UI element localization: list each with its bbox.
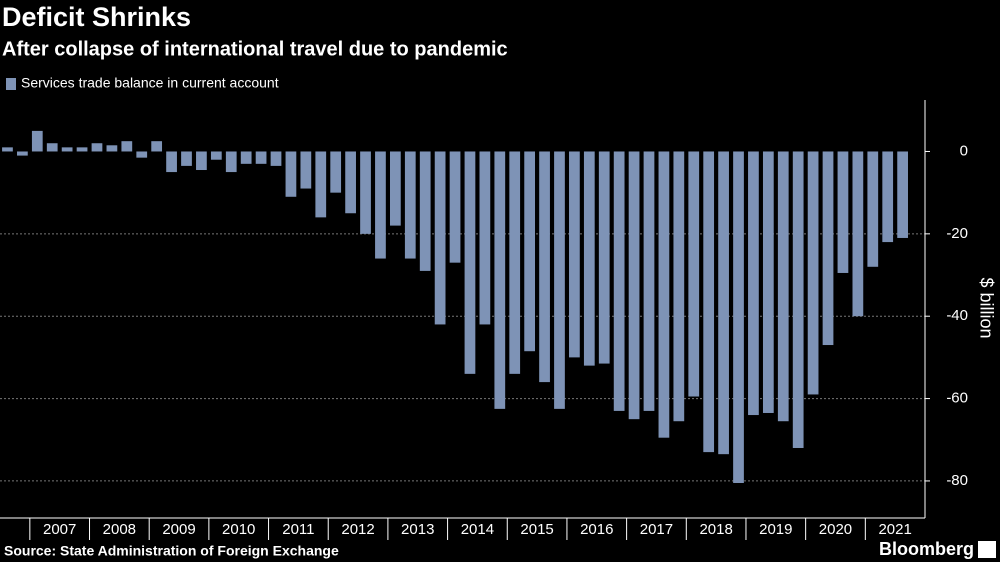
bar xyxy=(181,151,192,166)
bar xyxy=(807,151,819,395)
y-tick-label: -60 xyxy=(946,390,968,407)
chart-title: Deficit Shrinks xyxy=(2,2,191,32)
bar xyxy=(897,151,908,238)
bar xyxy=(658,151,670,438)
bar xyxy=(31,130,43,152)
bar xyxy=(106,145,118,152)
bar xyxy=(196,151,207,171)
bar xyxy=(837,151,849,273)
bar xyxy=(852,151,864,317)
bar xyxy=(360,151,371,234)
bar xyxy=(2,147,13,152)
bar xyxy=(210,151,222,160)
chart-subtitle: After collapse of international travel d… xyxy=(2,38,508,60)
bar xyxy=(46,143,58,152)
x-tick-label: 2019 xyxy=(759,521,792,538)
bar xyxy=(61,147,73,152)
bar xyxy=(345,151,356,214)
bar xyxy=(643,151,655,411)
bar xyxy=(569,151,580,358)
x-tick-label: 2011 xyxy=(282,521,314,538)
bar xyxy=(762,151,774,413)
bar xyxy=(330,151,342,193)
bar xyxy=(613,151,625,411)
bar xyxy=(166,151,177,173)
x-tick-label: 2018 xyxy=(699,521,732,538)
x-tick-label: 2017 xyxy=(640,521,673,538)
bar xyxy=(121,141,133,152)
bar xyxy=(91,143,103,152)
bar xyxy=(583,151,595,366)
bar xyxy=(225,151,237,173)
bar xyxy=(673,151,685,422)
legend-label: Services trade balance in current accoun… xyxy=(21,75,279,91)
x-tick-label: 2020 xyxy=(819,521,852,538)
y-axis-title: $ billion xyxy=(976,277,996,338)
bar xyxy=(494,151,506,409)
x-tick-label: 2013 xyxy=(401,521,434,538)
bar xyxy=(524,151,536,352)
brand-logo xyxy=(978,541,996,558)
x-tick-label: 2012 xyxy=(341,521,374,538)
bar xyxy=(733,151,744,483)
bar xyxy=(464,151,476,374)
bar xyxy=(792,151,804,448)
bar xyxy=(404,151,416,259)
bar xyxy=(375,151,386,259)
bar xyxy=(240,151,252,164)
bar xyxy=(17,151,28,156)
bar xyxy=(777,151,789,422)
bar xyxy=(270,151,282,166)
bar xyxy=(822,151,834,346)
x-tick-label: 2009 xyxy=(162,521,195,538)
brand: Bloomberg xyxy=(879,539,974,559)
x-tick-label: 2021 xyxy=(878,521,911,538)
bar xyxy=(449,151,461,263)
bar xyxy=(151,141,163,152)
bar xyxy=(255,151,267,164)
bar xyxy=(479,151,491,325)
bar xyxy=(315,151,327,218)
bar xyxy=(539,151,550,383)
bar xyxy=(703,151,715,453)
x-tick-label: 2010 xyxy=(222,521,255,538)
y-tick-label: -40 xyxy=(946,307,968,324)
bar xyxy=(867,151,879,267)
y-tick-label: 0 xyxy=(960,142,968,159)
bar xyxy=(554,151,565,409)
y-tick-label: -80 xyxy=(946,472,968,489)
x-tick-label: 2014 xyxy=(461,521,494,538)
bar xyxy=(509,151,521,374)
x-tick-label: 2008 xyxy=(103,521,136,538)
bar xyxy=(434,151,446,325)
x-tick-label: 2007 xyxy=(43,521,76,538)
bar xyxy=(300,151,312,189)
bar xyxy=(882,151,894,243)
bar xyxy=(76,147,88,152)
x-tick-label: 2016 xyxy=(580,521,613,538)
source: Source: State Administration of Foreign … xyxy=(4,543,339,559)
x-tick-label: 2015 xyxy=(520,521,553,538)
bar xyxy=(718,151,729,455)
bar xyxy=(389,151,401,226)
bar xyxy=(285,151,297,197)
bar xyxy=(688,151,700,397)
bar xyxy=(419,151,431,271)
legend-swatch xyxy=(6,78,16,90)
bar xyxy=(628,151,640,420)
y-tick-label: -20 xyxy=(946,225,968,242)
bar xyxy=(598,151,610,364)
bar xyxy=(136,151,148,158)
bar xyxy=(748,151,759,416)
